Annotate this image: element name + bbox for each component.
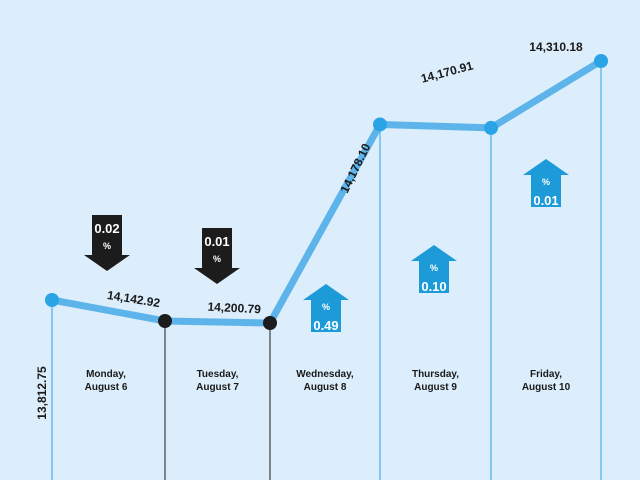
change-unit: % <box>322 302 330 312</box>
value-label-5: 14,310.18 <box>529 40 583 54</box>
value-label-4: 14,170.91 <box>419 58 475 85</box>
day-label-4-line-1: Thursday, <box>412 369 459 380</box>
value-label-1: 14,142.92 <box>106 288 161 310</box>
change-badge-3: % 0.49 <box>303 284 349 333</box>
change-value: 0.01 <box>533 193 558 208</box>
up-arrow-icon <box>411 245 457 293</box>
change-value: 0.49 <box>313 318 338 333</box>
change-badge-4: % 0.10 <box>411 245 457 294</box>
day-label-5-line-2: August 10 <box>522 382 571 393</box>
value-label-3: 14,178.10 <box>337 141 373 195</box>
data-point-0 <box>45 293 59 307</box>
day-label-3-line-2: August 8 <box>304 382 347 393</box>
day-label-3-line-1: Wednesday, <box>296 369 354 380</box>
data-point-4 <box>484 120 498 135</box>
day-label-1-line-2: August 6 <box>85 382 128 393</box>
day-label-2-line-2: August 7 <box>196 382 239 393</box>
up-arrow-icon <box>523 159 569 207</box>
change-badge-1: 0.02% <box>84 215 130 271</box>
series-line <box>48 57 605 327</box>
change-unit: % <box>430 263 438 273</box>
up-arrow-icon <box>303 284 349 332</box>
change-value: 0.01 <box>204 234 229 249</box>
day-label-4-line-2: August 9 <box>414 382 457 393</box>
value-label-2: 14,200.79 <box>207 300 261 317</box>
day-label-1-line-1: Monday, <box>86 369 126 380</box>
change-unit: % <box>103 241 111 251</box>
change-unit: % <box>542 177 550 187</box>
data-point-2 <box>263 316 277 330</box>
day-label-2-line-1: Tuesday, <box>197 369 239 380</box>
day-label-5-line-1: Friday, <box>530 369 562 380</box>
value-label-0: 13,812.75 <box>35 366 49 420</box>
data-point-1 <box>158 314 172 328</box>
change-value: 0.02 <box>94 221 119 236</box>
data-point-5 <box>594 54 608 68</box>
change-badge-5: % 0.01 <box>523 159 569 208</box>
change-value: 0.10 <box>421 279 446 294</box>
change-badge-2: 0.01% <box>194 228 240 284</box>
down-arrow-icon <box>194 228 240 284</box>
down-arrow-icon <box>84 215 130 271</box>
change-unit: % <box>213 254 221 264</box>
data-point-3 <box>373 117 387 132</box>
